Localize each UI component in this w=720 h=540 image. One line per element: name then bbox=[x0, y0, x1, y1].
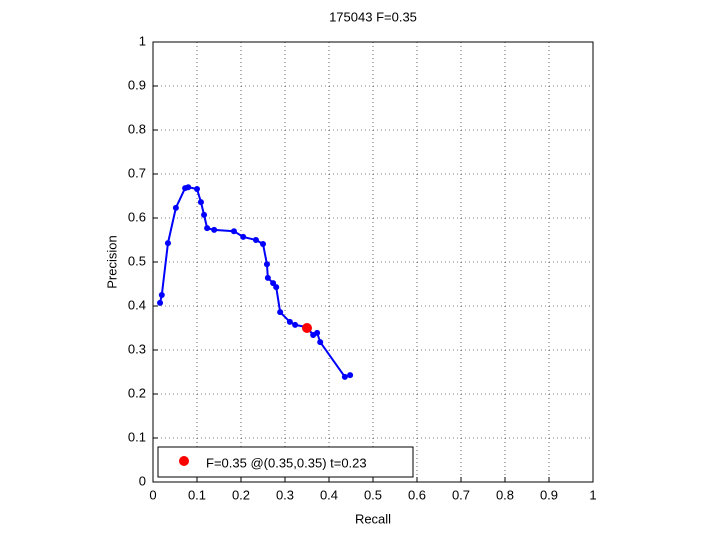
data-point bbox=[211, 226, 218, 233]
x-tick-label: 0.2 bbox=[232, 487, 250, 502]
data-point bbox=[252, 237, 259, 243]
data-point bbox=[158, 292, 165, 298]
data-point bbox=[277, 309, 284, 316]
data-point bbox=[317, 339, 324, 346]
legend-marker bbox=[179, 456, 189, 466]
y-tick-label: 0.7 bbox=[128, 165, 146, 180]
data-point bbox=[185, 184, 192, 191]
data-point bbox=[286, 318, 293, 325]
data-point bbox=[260, 240, 266, 247]
x-tick-label: 0 bbox=[149, 487, 156, 502]
data-point bbox=[194, 185, 200, 192]
plot-frame bbox=[152, 41, 594, 483]
data-point bbox=[230, 228, 237, 235]
data-point bbox=[240, 233, 247, 240]
data-point bbox=[302, 323, 312, 333]
data-point bbox=[164, 240, 171, 247]
x-tick-label: 0.5 bbox=[364, 487, 382, 502]
y-axis-label: Precision bbox=[104, 235, 119, 288]
data-point bbox=[341, 373, 348, 380]
x-tick-label: 0.6 bbox=[408, 487, 426, 502]
data-point bbox=[263, 261, 270, 268]
y-tick-label: 0.5 bbox=[128, 253, 146, 268]
x-tick-label: 0.1 bbox=[188, 487, 206, 502]
data-point bbox=[204, 225, 211, 232]
data-point bbox=[314, 329, 321, 336]
chart-title: 175043 F=0.35 bbox=[329, 9, 417, 24]
data-point bbox=[264, 274, 271, 281]
x-tick-label: 0.3 bbox=[276, 487, 294, 502]
legend-box bbox=[157, 446, 414, 478]
data-point bbox=[201, 211, 208, 218]
data-point bbox=[197, 199, 204, 206]
data-point bbox=[157, 299, 164, 306]
data-point bbox=[347, 372, 354, 379]
x-tick-label: 1 bbox=[589, 487, 596, 502]
data-point bbox=[292, 321, 299, 328]
legend-label: F=0.35 @(0.35,0.35) t=0.23 bbox=[206, 455, 367, 470]
y-tick-label: 1 bbox=[139, 33, 146, 48]
y-tick-label: 0.3 bbox=[128, 341, 146, 356]
x-tick-label: 0.4 bbox=[320, 487, 338, 502]
data-point bbox=[273, 284, 280, 291]
x-axis-label: Recall bbox=[355, 511, 391, 526]
x-tick-label: 0.8 bbox=[496, 487, 514, 502]
x-tick-label: 0.9 bbox=[540, 487, 558, 502]
data-point bbox=[172, 204, 179, 211]
x-tick-label: 0.7 bbox=[452, 487, 470, 502]
y-tick-label: 0.8 bbox=[128, 121, 146, 136]
y-tick-label: 0.1 bbox=[128, 429, 146, 444]
y-tick-label: 0.2 bbox=[128, 385, 146, 400]
y-tick-label: 0.9 bbox=[128, 77, 146, 92]
y-tick-label: 0.6 bbox=[128, 209, 146, 224]
y-tick-label: 0 bbox=[139, 473, 146, 488]
y-tick-label: 0.4 bbox=[128, 297, 146, 312]
